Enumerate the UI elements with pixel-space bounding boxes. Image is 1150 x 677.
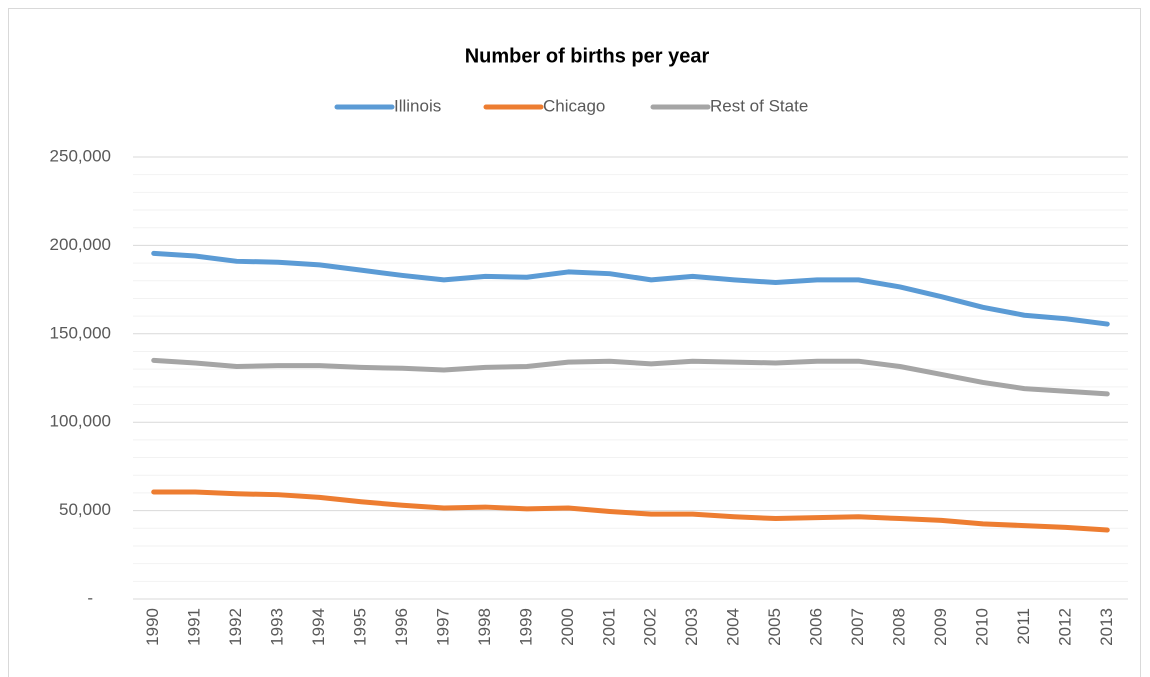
x-tick-label: 1990: [143, 608, 162, 646]
y-tick-label: 250,000: [50, 146, 111, 165]
y-tick-label: 50,000: [59, 500, 111, 519]
y-tick-label: 150,000: [50, 323, 111, 342]
chart-border: [8, 8, 1141, 677]
series-line: [151, 357, 1110, 397]
x-tick-label: 2001: [599, 608, 618, 646]
x-tick-label: 2000: [558, 608, 577, 646]
legend-label: Chicago: [543, 96, 605, 115]
x-tick-label: 2013: [1097, 608, 1116, 646]
x-tick-label: 2012: [1055, 608, 1074, 646]
x-tick-label: 2006: [807, 608, 826, 646]
x-tick-label: 1999: [516, 608, 535, 646]
x-tick-label: 2003: [682, 608, 701, 646]
y-tick-label: -: [87, 588, 93, 607]
x-tick-label: 1998: [475, 608, 494, 646]
legend-label: Illinois: [394, 96, 441, 115]
x-tick-label: 1995: [351, 608, 370, 646]
series-line: [151, 489, 1110, 533]
x-tick-label: 1994: [309, 608, 328, 646]
x-tick-label: 2011: [1014, 608, 1033, 645]
x-tick-label: 2002: [641, 608, 660, 646]
x-tick-label: 2009: [931, 608, 950, 646]
x-tick-label: 2008: [889, 608, 908, 646]
x-tick-label: 1997: [433, 608, 452, 646]
series-line: [151, 250, 1110, 327]
legend-label: Rest of State: [710, 96, 808, 115]
x-tick-label: 1993: [268, 608, 287, 646]
x-tick-label: 1991: [185, 608, 204, 646]
x-tick-label: 2005: [765, 608, 784, 646]
x-tick-label: 2010: [972, 608, 991, 646]
x-tick-label: 2004: [724, 608, 743, 646]
x-tick-label: 2007: [848, 608, 867, 646]
chart-title: Number of births per year: [465, 45, 710, 67]
y-tick-label: 100,000: [50, 412, 111, 431]
x-tick-label: 1992: [226, 608, 245, 646]
y-tick-label: 200,000: [50, 235, 111, 254]
x-tick-label: 1996: [392, 608, 411, 646]
